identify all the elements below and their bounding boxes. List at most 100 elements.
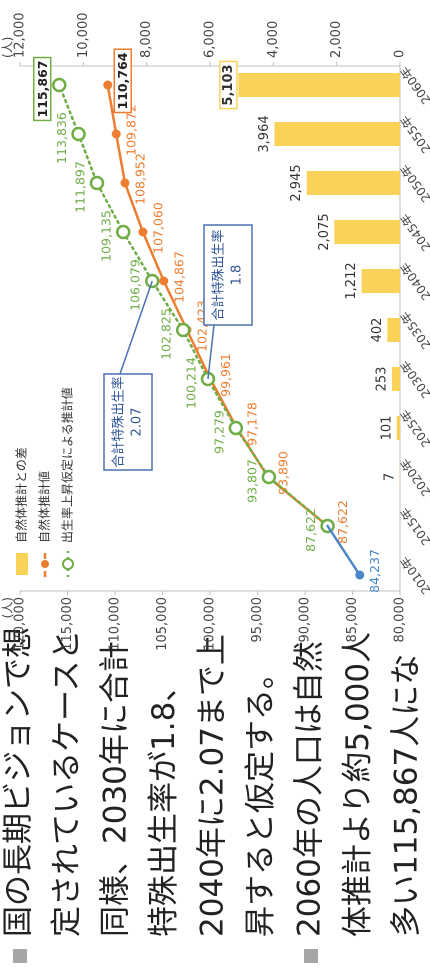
value-label: 113,836 xyxy=(54,112,69,164)
y-tick-label: 100,000 xyxy=(203,597,218,651)
value-label: 110,764 xyxy=(115,52,130,109)
y-tick-label: 105,000 xyxy=(155,597,170,651)
x-tick-label: 2040年 xyxy=(398,260,430,303)
bar xyxy=(387,318,400,342)
y-unit: (人) xyxy=(1,597,15,618)
y2-tick-label: 6,000 xyxy=(203,21,218,58)
legend-label: 自然体推計との差 xyxy=(14,447,29,543)
value-label: 100,214 xyxy=(183,357,198,409)
bullet-mark xyxy=(13,949,27,963)
series-line xyxy=(106,83,329,528)
value-label: 106,079 xyxy=(128,259,143,311)
y2-tick-label: 12,000 xyxy=(13,13,28,59)
bar-label: 101 xyxy=(379,416,394,441)
bar xyxy=(361,269,400,293)
x-tick-label: 2030年 xyxy=(398,358,430,401)
value-label: 97,279 xyxy=(211,410,226,454)
value-label: 109,872 xyxy=(124,104,139,156)
marker xyxy=(138,227,148,237)
y2-tick-label: 10,000 xyxy=(76,13,91,59)
value-label: 93,807 xyxy=(244,459,259,503)
value-label: 109,135 xyxy=(99,210,114,262)
bar-label: 1,212 xyxy=(344,262,359,299)
series-line xyxy=(58,83,329,528)
value-label: 102,825 xyxy=(159,308,174,360)
x-tick-label: 2015年 xyxy=(398,505,430,548)
value-label: 108,952 xyxy=(132,153,147,205)
label-box xyxy=(113,48,132,114)
legend-label: 自然体推計値 xyxy=(37,471,52,543)
callout-text: 合計特殊出生率 xyxy=(211,229,227,320)
bar-label: 3,964 xyxy=(257,115,272,152)
body-text: 国の長期ビジョンで想 xyxy=(1,627,37,937)
x-tick-label: 2010年 xyxy=(398,554,430,597)
bar-label: 2,945 xyxy=(289,164,304,201)
body-text: 同様、2030年に合計 xyxy=(98,641,134,937)
body-text: 多い115,867人にな xyxy=(389,654,425,937)
marker xyxy=(103,80,113,90)
x-tick-label: 2055年 xyxy=(398,113,430,156)
bullet-mark xyxy=(304,949,318,963)
callout-text: 1.8 xyxy=(230,265,245,286)
marker xyxy=(228,420,244,436)
value-label: 104,867 xyxy=(171,251,186,303)
bar-label: 402 xyxy=(370,318,385,343)
marker xyxy=(261,469,277,485)
marker xyxy=(89,175,105,191)
x-tick-label: 2025年 xyxy=(398,407,430,450)
value-label: 93,890 xyxy=(276,451,291,495)
y-tick-label: 95,000 xyxy=(250,597,265,643)
bar xyxy=(334,220,400,244)
y2-tick-label: 8,000 xyxy=(139,21,154,58)
bar xyxy=(396,416,400,440)
y-tick-label: 110,000 xyxy=(108,597,123,651)
bar xyxy=(391,367,401,391)
body-text: 特殊出生率が1.8、 xyxy=(146,671,182,937)
callout-line xyxy=(207,324,215,380)
value-label: 97,178 xyxy=(244,402,259,446)
marker xyxy=(120,178,130,188)
bar-label: 2,075 xyxy=(317,213,332,250)
y2-unit: (人) xyxy=(1,37,15,58)
x-tick-label: 2020年 xyxy=(398,456,430,499)
body-text: 昇すると仮定する。 xyxy=(243,658,279,937)
label-box xyxy=(219,60,238,110)
value-label: 99,961 xyxy=(218,353,233,397)
value-label: 107,060 xyxy=(150,202,165,254)
value-label: 84,237 xyxy=(367,549,382,593)
callout-box xyxy=(103,373,153,471)
value-label: 87,622 xyxy=(335,500,350,544)
bar xyxy=(306,171,400,195)
marker xyxy=(52,77,67,93)
y-tick-label: 80,000 xyxy=(393,597,408,643)
x-tick-label: 2045年 xyxy=(398,211,430,254)
callout-box xyxy=(203,224,253,326)
legend-swatch xyxy=(16,553,28,575)
y-tick-label: 120,000 xyxy=(13,597,28,651)
bar-label: 7 xyxy=(382,473,397,481)
y-tick-label: 85,000 xyxy=(345,597,360,643)
bar-label: 253 xyxy=(374,367,389,392)
marker xyxy=(71,126,86,142)
value-label: 111,897 xyxy=(72,161,87,213)
body-text: 2040年に2.07まで上 xyxy=(195,634,231,937)
body-text: 2060年の人口は自然 xyxy=(292,641,328,937)
series-line xyxy=(326,524,361,577)
bar-label: 5,103 xyxy=(221,64,236,105)
bar xyxy=(274,122,400,146)
value-label: 115,867 xyxy=(35,61,50,118)
marker xyxy=(175,322,191,338)
label-box xyxy=(33,56,52,122)
legend-label: 出生率上昇仮定による推計値 xyxy=(60,387,75,543)
marker xyxy=(115,224,131,240)
y2-tick-label: 0 xyxy=(393,50,408,58)
value-label: 87,622 xyxy=(303,508,318,552)
legend-marker xyxy=(62,558,74,570)
x-tick-label: 2050年 xyxy=(398,162,430,205)
y2-tick-label: 4,000 xyxy=(266,21,281,58)
x-tick-label: 2060年 xyxy=(398,64,430,107)
body-text: 体推計より約5,000人 xyxy=(340,632,376,937)
callout-text: 2.07 xyxy=(130,408,145,437)
